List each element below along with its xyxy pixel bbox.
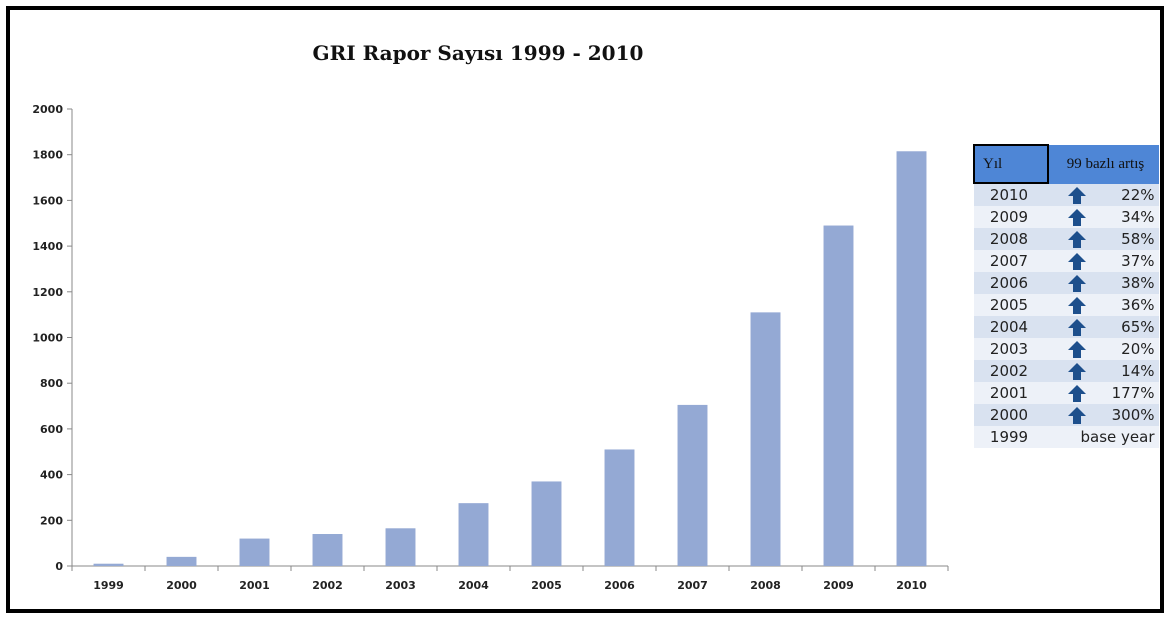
change-value: 38% (1121, 274, 1155, 292)
x-tick-label: 2002 (312, 579, 343, 592)
year-column-header: Yıl (973, 144, 1049, 184)
table-header-row: Yıl 99 bazlı artış (973, 144, 1159, 184)
change-cell: 38% (1048, 272, 1159, 294)
x-tick-label: 2006 (604, 579, 635, 592)
x-tick-label: 2007 (677, 579, 708, 592)
x-axis: 1999 2000 2001 2002 2003 2004 2005 2006 2007 2008… (71, 565, 949, 592)
change-cell: 20% (1048, 338, 1159, 360)
change-value: 300% (1111, 406, 1155, 424)
table-row: 2006 38% (974, 272, 1159, 294)
table-row: 2002 14% (974, 360, 1159, 382)
year-cell: 2006 (974, 272, 1048, 294)
change-value: 37% (1121, 252, 1155, 270)
x-tick-label: 2008 (750, 579, 781, 592)
year-cell: 2004 (974, 316, 1048, 338)
change-cell: 37% (1048, 250, 1159, 272)
y-tick-label: 2000 (32, 103, 63, 116)
figure-frame: GRI Rapor Sayısı 1999 - 2010 0 200 400 600 8… (6, 6, 1164, 613)
table-row: 2004 65% (974, 316, 1159, 338)
change-value: 14% (1121, 362, 1155, 380)
y-tick-label: 1400 (32, 240, 63, 253)
change-value: 22% (1121, 185, 1155, 204)
year-cell: 1999 (974, 426, 1048, 448)
base-year-cell: base year (1048, 426, 1159, 448)
bar-2004 (458, 503, 489, 566)
change-cell: 22% (1048, 183, 1159, 206)
year-cell: 2000 (974, 404, 1048, 426)
year-cell: 2007 (974, 250, 1048, 272)
year-cell: 2003 (974, 338, 1048, 360)
table-row: 2000 300% (974, 404, 1159, 426)
y-axis: 0 200 400 600 800 1000 1200 1400 1600 1800 2000 (32, 103, 73, 573)
change-value: 58% (1121, 230, 1155, 248)
bar-2007 (677, 404, 708, 566)
change-cell: 36% (1048, 294, 1159, 316)
bar-2005 (531, 481, 562, 566)
growth-table: Yıl 99 bazlı artış 2010 22% 2009 34% 2008 58%… (973, 144, 1159, 448)
y-tick-label: 0 (55, 560, 63, 573)
change-value: 177% (1111, 384, 1155, 402)
change-cell: 58% (1048, 228, 1159, 250)
change-column-header: 99 bazlı artış (1047, 144, 1159, 184)
change-value: 20% (1121, 340, 1155, 358)
table-row: 2005 36% (974, 294, 1159, 316)
x-tick-label: 2010 (896, 579, 927, 592)
y-tick-label: 1600 (32, 194, 63, 207)
change-value: 36% (1121, 296, 1155, 314)
change-value: 65% (1121, 318, 1155, 336)
change-cell: 34% (1048, 206, 1159, 228)
x-tick-label: 2000 (166, 579, 197, 592)
bar-2003 (385, 528, 416, 566)
bars (93, 151, 927, 566)
table-row: 2010 22% (974, 183, 1159, 206)
bar-2000 (166, 556, 197, 566)
bar-2008 (750, 312, 781, 566)
table-row: 2008 58% (974, 228, 1159, 250)
bar-1999 (93, 563, 124, 566)
y-tick-label: 200 (40, 514, 63, 527)
change-cell: 177% (1048, 382, 1159, 404)
year-cell: 2002 (974, 360, 1048, 382)
bar-2009 (823, 225, 854, 566)
x-tick-label: 2005 (531, 579, 562, 592)
x-tick-label: 2001 (239, 579, 270, 592)
year-cell: 2001 (974, 382, 1048, 404)
table-row: 2001 177% (974, 382, 1159, 404)
bar-2006 (604, 449, 635, 566)
bar-2002 (312, 534, 343, 566)
change-cell: 300% (1048, 404, 1159, 426)
x-tick-label: 2009 (823, 579, 854, 592)
year-cell: 2009 (974, 206, 1048, 228)
table-row: 1999 base year (974, 426, 1159, 448)
bar-2001 (239, 538, 270, 566)
year-cell: 2005 (974, 294, 1048, 316)
bar-2010 (896, 151, 927, 566)
year-cell: 2008 (974, 228, 1048, 250)
table-row: 2007 37% (974, 250, 1159, 272)
change-value: 34% (1121, 208, 1155, 226)
change-cell: 14% (1048, 360, 1159, 382)
x-tick-label: 1999 (93, 579, 124, 592)
table-row: 2009 34% (974, 206, 1159, 228)
table-row: 2003 20% (974, 338, 1159, 360)
y-tick-label: 600 (40, 423, 63, 436)
y-tick-label: 400 (40, 469, 63, 482)
chart-title: GRI Rapor Sayısı 1999 - 2010 (313, 41, 644, 65)
y-tick-label: 1000 (32, 332, 63, 345)
table-body: 2010 22% 2009 34% 2008 58% 2007 37% 2006 38% 2005 3… (974, 183, 1159, 448)
year-cell: 2010 (974, 183, 1048, 206)
y-tick-label: 800 (40, 377, 63, 390)
x-tick-label: 2003 (385, 579, 416, 592)
y-tick-label: 1200 (32, 286, 63, 299)
y-tick-label: 1800 (32, 149, 63, 162)
x-tick-label: 2004 (458, 579, 489, 592)
bar-chart: GRI Rapor Sayısı 1999 - 2010 0 200 400 600 8… (32, 41, 949, 592)
change-cell: 65% (1048, 316, 1159, 338)
